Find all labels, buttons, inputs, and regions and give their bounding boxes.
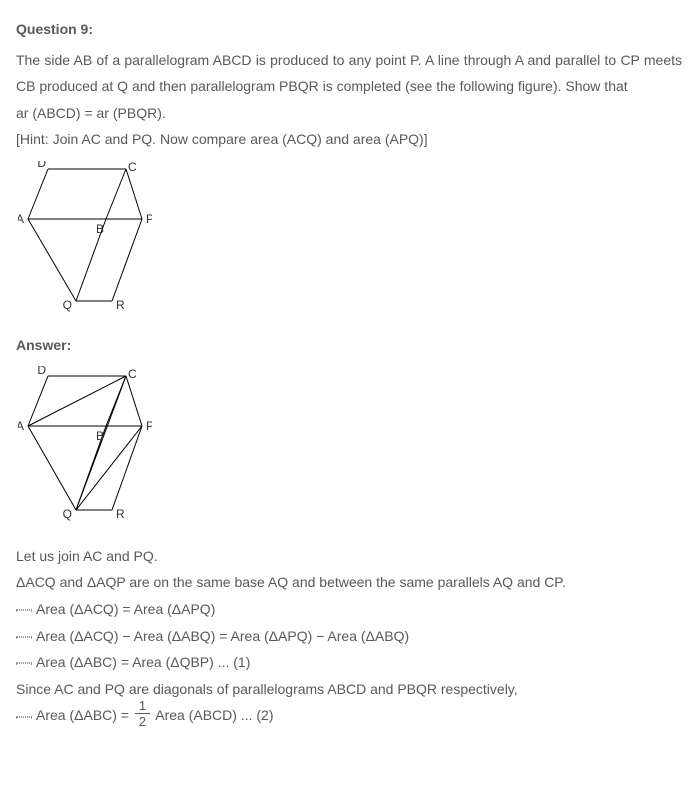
fraction-half: 12 (135, 699, 150, 728)
svg-text:R: R (116, 507, 125, 521)
svg-text:P: P (146, 419, 152, 433)
svg-text:Q: Q (63, 298, 72, 312)
solution-line-7: Area (ΔABC) = 12 Area (ABCD) ... (2) (16, 702, 682, 731)
svg-text:P: P (146, 212, 152, 226)
solution-line-1: Let us join AC and PQ. (16, 543, 682, 570)
figure-1: D C A B P Q R (18, 161, 682, 324)
solution-line-6: Since AC and PQ are diagonals of paralle… (16, 676, 682, 703)
solution-line-5: Area (ΔABC) = Area (ΔQBP) ... (1) (16, 649, 682, 676)
solution-text-7b: Area (ABCD) ... (2) (152, 708, 273, 724)
svg-text:R: R (116, 298, 125, 312)
question-heading: Question 9: (16, 16, 682, 43)
question-text-2: ar (ABCD) = ar (PBQR). (16, 100, 682, 127)
svg-text:A: A (18, 419, 24, 433)
svg-text:B: B (96, 222, 104, 236)
svg-text:C: C (128, 367, 137, 381)
solution-text-7a: Area (ΔABC) = (36, 708, 133, 724)
geometry-figure-1: D C A B P Q R (18, 161, 152, 315)
therefore-icon (16, 662, 32, 664)
therefore-icon (16, 636, 32, 638)
svg-text:C: C (128, 161, 137, 174)
solution-text-4: Area (ΔACQ) − Area (ΔABQ) = Area (ΔAPQ) … (36, 628, 409, 644)
fraction-denominator: 2 (135, 714, 150, 728)
answer-heading: Answer: (16, 332, 682, 359)
geometry-figure-2: D C A B P Q R (18, 366, 152, 526)
svg-text:Q: Q (63, 507, 72, 521)
question-text-1: The side AB of a parallelogram ABCD is p… (16, 47, 682, 100)
solution-text-5: Area (ΔABC) = Area (ΔQBP) ... (1) (36, 654, 250, 670)
therefore-icon (16, 609, 32, 611)
solution-line-2: ΔACQ and ΔAQP are on the same base AQ an… (16, 569, 682, 596)
solution-line-4: Area (ΔACQ) − Area (ΔABQ) = Area (ΔAPQ) … (16, 623, 682, 650)
solution-line-3: Area (ΔACQ) = Area (ΔAPQ) (16, 596, 682, 623)
therefore-icon (16, 716, 32, 718)
svg-text:D: D (37, 161, 46, 170)
svg-text:D: D (37, 366, 46, 377)
figure-2: D C A B P Q R (18, 366, 682, 535)
svg-text:B: B (96, 429, 104, 443)
question-hint: [Hint: Join AC and PQ. Now compare area … (16, 126, 682, 153)
fraction-numerator: 1 (135, 699, 150, 714)
solution-text-3: Area (ΔACQ) = Area (ΔAPQ) (36, 601, 215, 617)
svg-text:A: A (18, 212, 24, 226)
